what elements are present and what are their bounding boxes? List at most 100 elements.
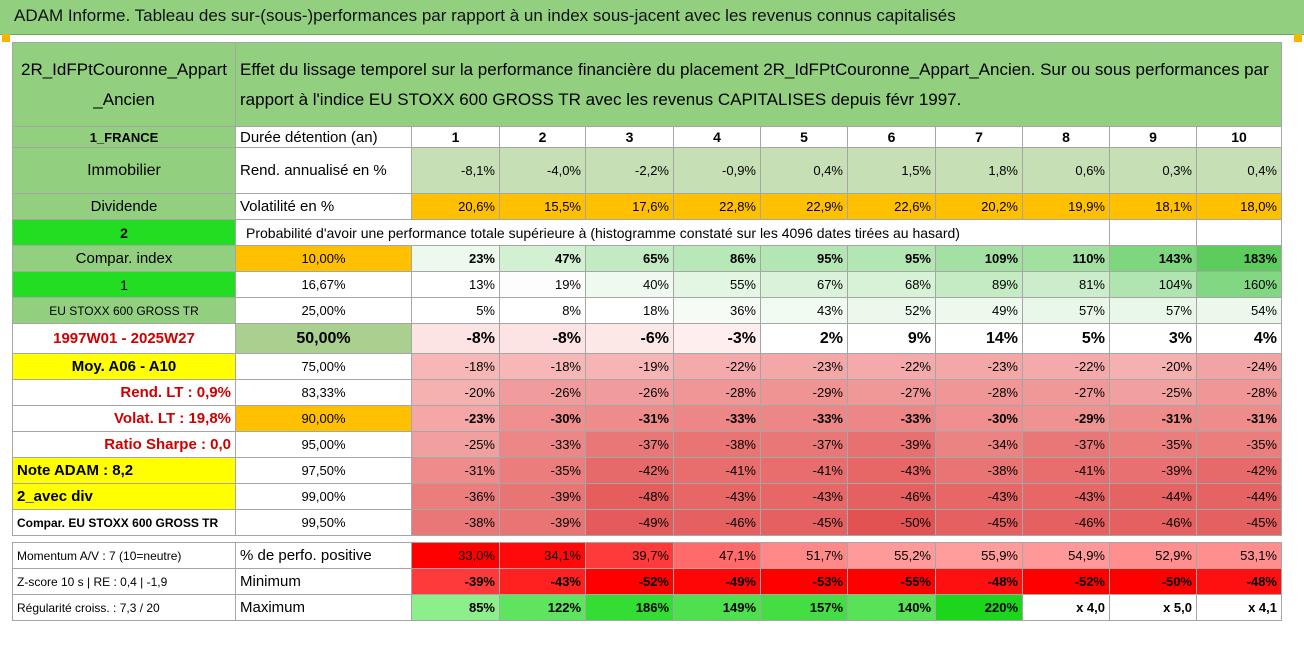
- percentile-value: 109%: [935, 245, 1023, 272]
- rend-value: -4,0%: [499, 147, 586, 194]
- percentile-value: -42%: [1196, 457, 1282, 484]
- percentile-value: -3%: [673, 323, 761, 354]
- percentile-value: 43%: [760, 297, 848, 324]
- rend-value: -0,9%: [673, 147, 761, 194]
- percentile-label: 99,50%: [235, 509, 412, 536]
- duration-6: 6: [847, 126, 936, 148]
- percentile-value: -43%: [760, 483, 848, 510]
- min-label: Minimum: [235, 568, 412, 595]
- volat-lt-label: Volat. LT : 19,8%: [12, 405, 236, 432]
- regularite-label: Régularité croiss. : 7,3 / 20: [12, 594, 236, 621]
- percentile-row: 2_avec div 99,00% -36% -39% -48% -43% -43% -46%…: [12, 483, 1282, 510]
- percentile-value: -37%: [1022, 431, 1110, 458]
- percentile-value: -45%: [1196, 509, 1282, 536]
- percentile-value: -46%: [1109, 509, 1197, 536]
- percentile-value: -22%: [847, 353, 936, 380]
- percentile-value: -31%: [411, 457, 500, 484]
- percentile-row: Note ADAM : 8,2 97,50% -31% -35% -42% -41% -41…: [12, 457, 1282, 484]
- percentile-value: 89%: [935, 271, 1023, 298]
- max-value: x 4,0: [1022, 594, 1110, 621]
- min-value: -52%: [1022, 568, 1110, 595]
- percentile-value: 49%: [935, 297, 1023, 324]
- percentile-value: 5%: [411, 297, 500, 324]
- min-row: Z-score 10 s | RE : 0,4 | -1,9 Minimum -…: [12, 568, 1282, 595]
- max-value: 122%: [499, 594, 586, 621]
- corner-marker-right: [1294, 34, 1302, 42]
- percentile-label: 95,00%: [235, 431, 412, 458]
- percentile-value: -35%: [1196, 431, 1282, 458]
- max-label: Maximum: [235, 594, 412, 621]
- pos-value: 33,0%: [411, 542, 500, 569]
- vol-value: 18,1%: [1109, 193, 1197, 220]
- percentile-value: 14%: [935, 323, 1023, 354]
- percentile-value: -49%: [585, 509, 674, 536]
- pos-value: 47,1%: [673, 542, 761, 569]
- rend-value: 0,4%: [760, 147, 848, 194]
- percentile-label: 25,00%: [235, 297, 412, 324]
- max-value: x 4,1: [1196, 594, 1282, 621]
- vol-value: 22,6%: [847, 193, 936, 220]
- percentile-value: -46%: [847, 483, 936, 510]
- pos-value: 52,9%: [1109, 542, 1197, 569]
- max-value: 149%: [673, 594, 761, 621]
- empty-cell: [1196, 219, 1282, 246]
- percentile-value: 110%: [1022, 245, 1110, 272]
- min-value: -50%: [1109, 568, 1197, 595]
- prob-label: Probabilité d'avoir une performance tota…: [235, 219, 1110, 246]
- percentile-value: -6%: [585, 323, 674, 354]
- percentile-value: -42%: [585, 457, 674, 484]
- percentile-value: -19%: [585, 353, 674, 380]
- vol-value: 22,8%: [673, 193, 761, 220]
- percentile-value: 18%: [585, 297, 674, 324]
- zscore-label: Z-score 10 s | RE : 0,4 | -1,9: [12, 568, 236, 595]
- duration-row: 1_FRANCE Durée détention (an) 1 2 3 4 5 …: [12, 126, 1282, 148]
- percentile-value: -39%: [1109, 457, 1197, 484]
- vol-value: 15,5%: [499, 193, 586, 220]
- percentile-value: 86%: [673, 245, 761, 272]
- percentile-value: 104%: [1109, 271, 1197, 298]
- percentile-value: 57%: [1109, 297, 1197, 324]
- percentile-row: 1997W01 - 2025W27 50,00% -8% -8% -6% -3% 2% 9% 1…: [12, 323, 1282, 354]
- max-value: 220%: [935, 594, 1023, 621]
- percentile-value: -41%: [760, 457, 848, 484]
- percentile-label: 50,00%: [235, 323, 412, 354]
- percentile-value: 4%: [1196, 323, 1282, 354]
- duration-9: 9: [1109, 126, 1197, 148]
- percentile-value: 95%: [760, 245, 848, 272]
- percentile-value: -41%: [673, 457, 761, 484]
- percentile-label: 10,00%: [235, 245, 412, 272]
- percentile-value: -41%: [1022, 457, 1110, 484]
- percentile-value: -33%: [760, 405, 848, 432]
- performance-table: 2R_IdFPtCouronne_Appart_Ancien Effet du …: [12, 42, 1282, 621]
- max-value: 186%: [585, 594, 674, 621]
- percentile-value: -48%: [585, 483, 674, 510]
- percentile-value: -35%: [499, 457, 586, 484]
- percentile-value: 23%: [411, 245, 500, 272]
- duration-4: 4: [673, 126, 761, 148]
- percentile-value: 67%: [760, 271, 848, 298]
- percentile-value: -8%: [499, 323, 586, 354]
- duration-5: 5: [760, 126, 848, 148]
- title-bar: ADAM Informe. Tableau des sur-(sous-)per…: [0, 0, 1304, 35]
- min-value: -48%: [1196, 568, 1282, 595]
- percentile-value: 143%: [1109, 245, 1197, 272]
- min-value: -48%: [935, 568, 1023, 595]
- note-adam: Note ADAM : 8,2: [12, 457, 236, 484]
- percentile-value: -33%: [673, 405, 761, 432]
- percentile-value: -33%: [499, 431, 586, 458]
- compar-index-label: Compar. index: [12, 245, 236, 272]
- div-label: 2_avec div: [12, 483, 236, 510]
- box-2: 2: [12, 219, 236, 246]
- pos-value: 53,1%: [1196, 542, 1282, 569]
- percentile-value: -44%: [1109, 483, 1197, 510]
- percentile-value: -34%: [935, 431, 1023, 458]
- percentile-label: 97,50%: [235, 457, 412, 484]
- percentile-value: -46%: [673, 509, 761, 536]
- pos-value: 34,1%: [499, 542, 586, 569]
- rend-row: Immobilier Rend. annualisé en % -8,1% -4…: [12, 147, 1282, 194]
- min-value: -49%: [673, 568, 761, 595]
- percentile-row: Rend. LT : 0,9% 83,33% -20% -26% -26% -28% -29…: [12, 379, 1282, 406]
- duration-1: 1: [411, 126, 500, 148]
- rend-value: 1,8%: [935, 147, 1023, 194]
- percentile-value: -39%: [847, 431, 936, 458]
